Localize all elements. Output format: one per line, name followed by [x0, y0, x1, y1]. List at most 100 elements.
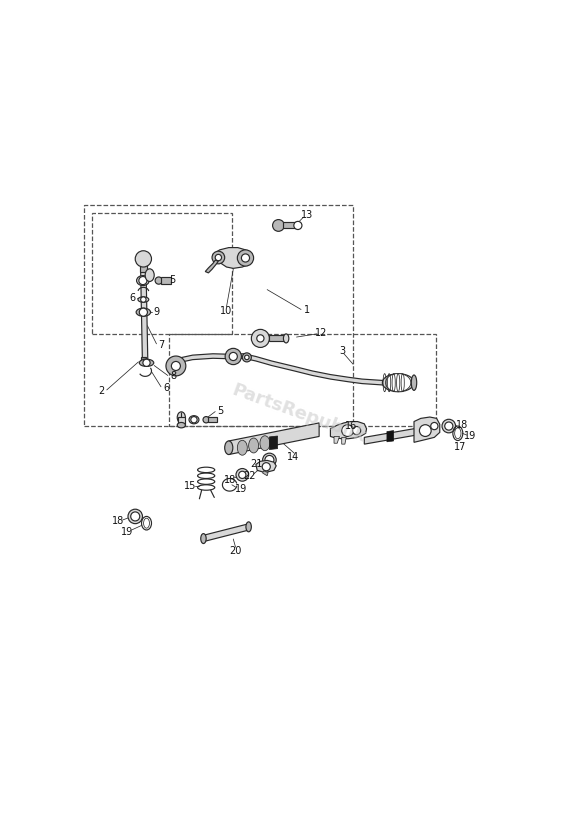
Circle shape	[141, 297, 146, 302]
Circle shape	[353, 427, 361, 434]
Text: 21: 21	[250, 460, 262, 470]
Text: 1: 1	[304, 306, 310, 316]
Ellipse shape	[177, 412, 185, 423]
Circle shape	[139, 277, 147, 284]
Polygon shape	[342, 438, 346, 444]
Bar	[92, 213, 233, 334]
Ellipse shape	[139, 359, 154, 367]
Polygon shape	[387, 431, 394, 442]
Polygon shape	[141, 272, 148, 364]
Ellipse shape	[237, 440, 247, 455]
Bar	[269, 335, 286, 341]
Text: 16: 16	[345, 421, 357, 431]
Circle shape	[265, 456, 274, 465]
Text: 19: 19	[464, 431, 477, 441]
Ellipse shape	[177, 423, 185, 428]
Text: 18: 18	[112, 517, 124, 527]
Text: 15: 15	[184, 481, 196, 491]
Text: 2: 2	[98, 386, 104, 396]
Ellipse shape	[136, 275, 149, 286]
Ellipse shape	[385, 373, 411, 391]
Text: PartsRepublik: PartsRepublik	[229, 382, 368, 447]
Text: 9: 9	[153, 307, 160, 317]
Circle shape	[166, 356, 186, 376]
Polygon shape	[178, 418, 185, 425]
Polygon shape	[140, 263, 147, 272]
Text: 14: 14	[287, 452, 300, 461]
Circle shape	[225, 349, 241, 364]
Text: 18: 18	[456, 419, 469, 429]
Ellipse shape	[246, 522, 251, 531]
Circle shape	[445, 422, 453, 430]
Circle shape	[212, 251, 224, 264]
Ellipse shape	[442, 419, 455, 433]
Ellipse shape	[262, 453, 276, 466]
Circle shape	[243, 353, 251, 362]
Text: 3: 3	[339, 346, 345, 356]
Circle shape	[171, 362, 180, 371]
Circle shape	[143, 359, 150, 367]
Polygon shape	[176, 353, 389, 386]
Text: 12: 12	[315, 328, 328, 338]
Ellipse shape	[248, 438, 259, 453]
Ellipse shape	[411, 375, 417, 391]
Polygon shape	[229, 423, 319, 455]
Bar	[168, 335, 436, 426]
Circle shape	[131, 512, 140, 521]
Polygon shape	[364, 428, 416, 444]
Circle shape	[257, 335, 264, 342]
Polygon shape	[262, 471, 268, 475]
Polygon shape	[414, 417, 440, 442]
Text: 5: 5	[169, 274, 175, 284]
Circle shape	[191, 417, 197, 423]
Text: 17: 17	[454, 442, 467, 452]
Text: 19: 19	[235, 485, 247, 494]
Ellipse shape	[283, 334, 289, 343]
Ellipse shape	[260, 436, 270, 451]
Ellipse shape	[382, 373, 414, 391]
Ellipse shape	[189, 415, 199, 424]
Ellipse shape	[145, 269, 154, 282]
Ellipse shape	[136, 308, 150, 316]
Polygon shape	[331, 422, 367, 438]
Circle shape	[262, 462, 271, 471]
Ellipse shape	[236, 469, 248, 481]
Polygon shape	[256, 461, 276, 473]
Ellipse shape	[201, 534, 206, 544]
Polygon shape	[213, 247, 252, 269]
Text: 5: 5	[217, 405, 223, 415]
Ellipse shape	[138, 297, 149, 302]
Ellipse shape	[128, 509, 142, 524]
Ellipse shape	[155, 277, 162, 284]
Bar	[161, 278, 171, 283]
Text: 19: 19	[121, 527, 134, 536]
Ellipse shape	[203, 417, 209, 423]
Circle shape	[237, 250, 254, 266]
Ellipse shape	[224, 441, 233, 455]
Bar	[283, 222, 298, 228]
Circle shape	[431, 423, 438, 429]
Text: 13: 13	[301, 210, 314, 220]
Circle shape	[245, 355, 249, 359]
Polygon shape	[203, 524, 249, 541]
Circle shape	[342, 424, 353, 437]
Polygon shape	[269, 436, 278, 450]
Text: 18: 18	[223, 475, 236, 485]
Text: 7: 7	[159, 339, 164, 349]
Text: 22: 22	[243, 471, 255, 481]
Bar	[208, 417, 216, 423]
Text: 6: 6	[163, 382, 169, 393]
Text: 10: 10	[220, 306, 233, 316]
Circle shape	[294, 222, 302, 230]
Circle shape	[135, 250, 152, 267]
Text: 8: 8	[170, 372, 176, 382]
Circle shape	[273, 219, 285, 232]
Circle shape	[139, 308, 147, 316]
Circle shape	[419, 424, 431, 437]
Circle shape	[251, 330, 269, 348]
Circle shape	[229, 353, 237, 361]
Polygon shape	[334, 437, 339, 443]
Text: 6: 6	[129, 293, 136, 302]
Text: 20: 20	[229, 545, 242, 555]
Circle shape	[215, 255, 222, 260]
